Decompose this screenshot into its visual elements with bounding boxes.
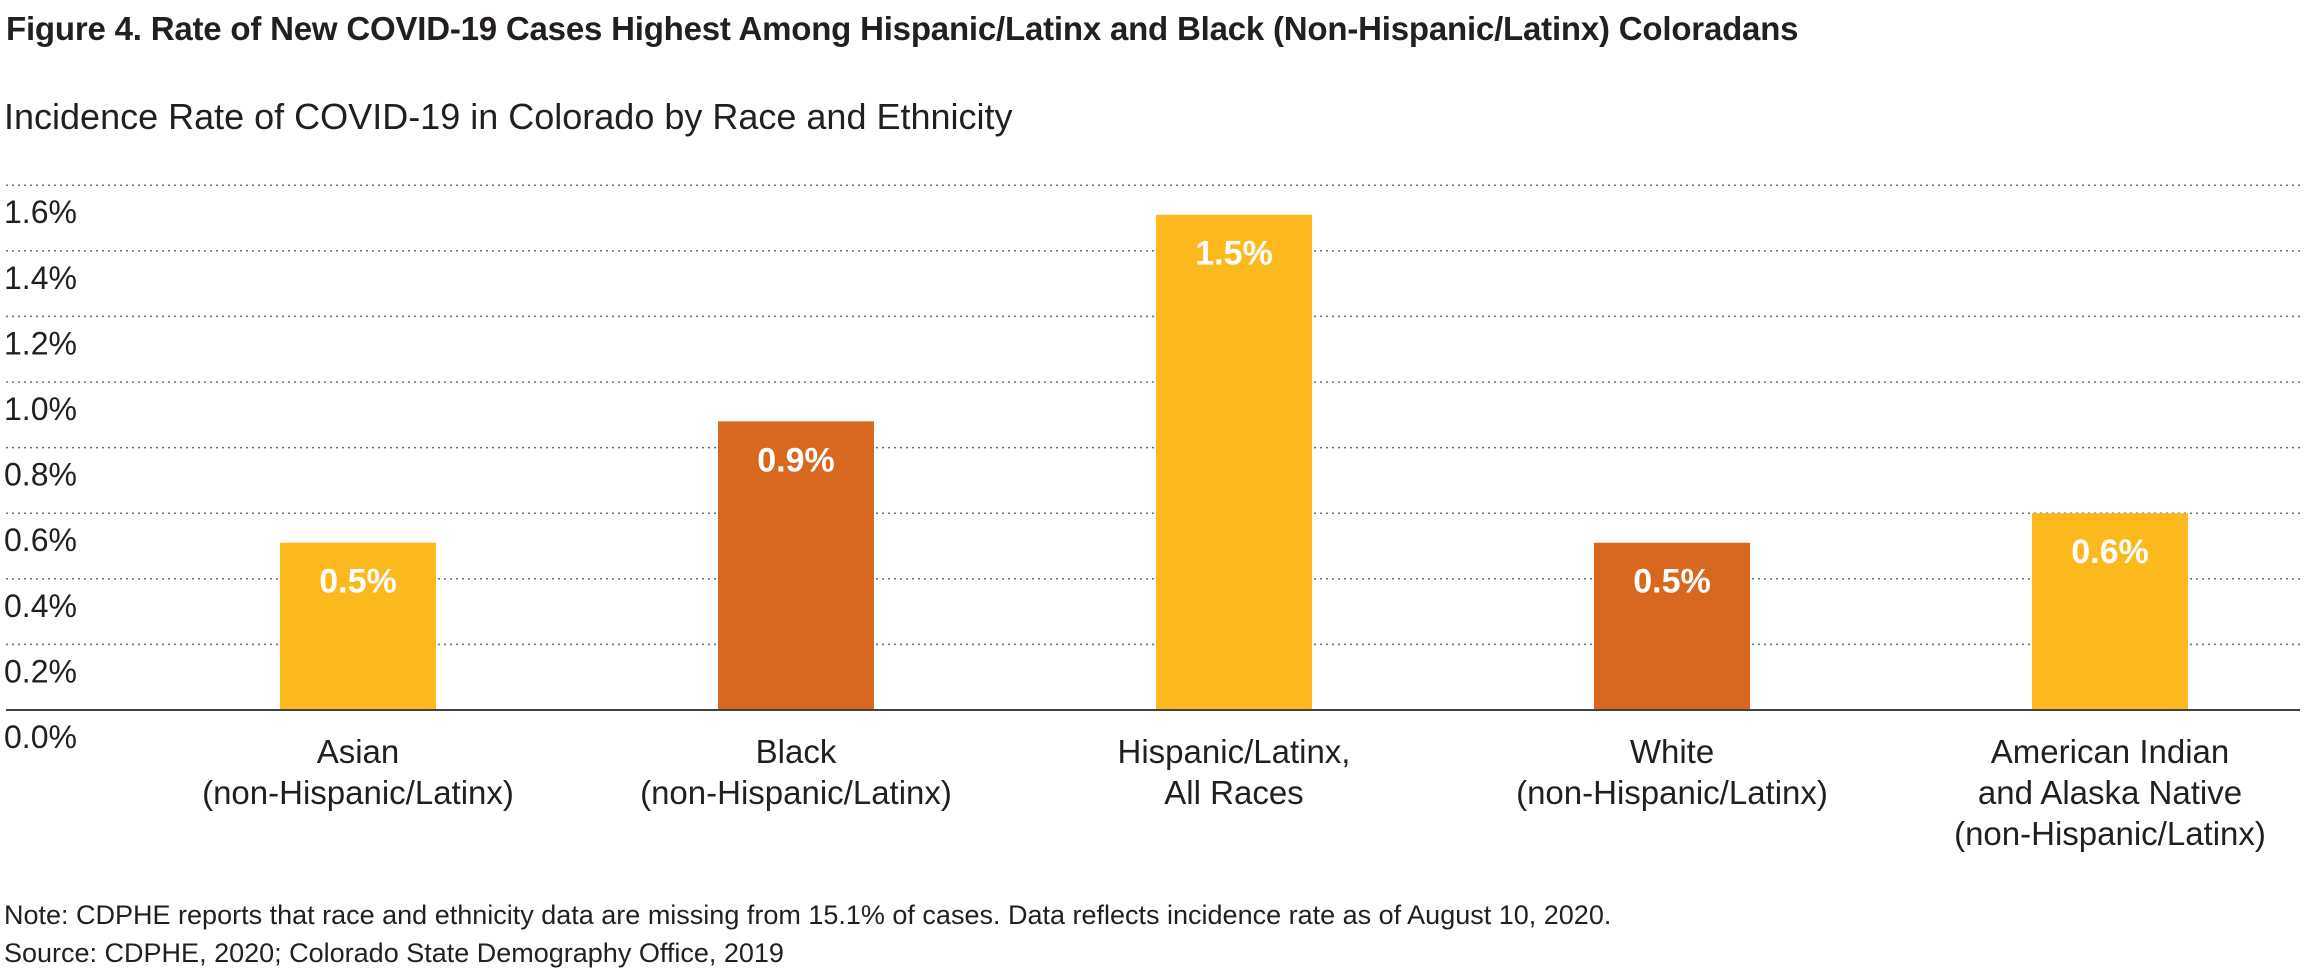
x-category-label-line: White: [1630, 733, 1714, 770]
bars: 0.5% 0.9% 1.5% 0.5% 0.6%: [280, 214, 2188, 710]
footnotes: Note: CDPHE reports that race and ethnic…: [4, 896, 1611, 972]
bar: [718, 421, 874, 710]
x-category-label-line: All Races: [1164, 774, 1303, 811]
bar: [280, 542, 436, 710]
x-category-label-line: (non-Hispanic/Latinx): [202, 774, 514, 811]
x-category-label-line: Asian: [317, 733, 400, 770]
bar: [1594, 542, 1750, 710]
x-category-label-line: (non-Hispanic/Latinx): [640, 774, 952, 811]
y-tick-label: 0.4%: [4, 588, 77, 624]
y-tick-label: 1.2%: [4, 325, 77, 361]
bar: [1156, 214, 1312, 710]
y-tick-label: 1.0%: [4, 391, 77, 427]
y-tick-label: 0.6%: [4, 522, 77, 558]
bar-data-label: 0.9%: [757, 441, 835, 479]
gridlines: [6, 184, 2300, 646]
x-category-label-line: and Alaska Native: [1978, 774, 2242, 811]
y-tick-label: 0.2%: [4, 653, 77, 689]
x-category-label: Black (non-Hispanic/Latinx): [640, 733, 952, 811]
bar-data-label: 1.5%: [1195, 235, 1273, 273]
x-category-label-line: Hispanic/Latinx,: [1118, 733, 1351, 770]
x-category-label-line: (non-Hispanic/Latinx): [1516, 774, 1828, 811]
x-category-label: Asian (non-Hispanic/Latinx): [202, 733, 514, 811]
y-tick-label: 1.6%: [4, 194, 77, 230]
note-text: Note: CDPHE reports that race and ethnic…: [4, 900, 1612, 930]
x-category-label: Hispanic/Latinx, All Races: [1118, 733, 1351, 811]
y-axis-tick-labels: 0.0% 0.2% 0.4% 0.6% 0.8% 1.0% 1.2% 1.4% 1.6%: [4, 194, 77, 755]
bar-data-label: 0.5%: [1633, 563, 1711, 601]
bar-data-label: 0.5%: [319, 563, 397, 601]
x-category-label: White (non-Hispanic/Latinx): [1516, 733, 1828, 811]
bar-chart: 0.0% 0.2% 0.4% 0.6% 0.8% 1.0% 1.2% 1.4% 1.6% 0.5…: [4, 184, 2300, 852]
bar: [2032, 513, 2188, 710]
y-tick-label: 0.8%: [4, 457, 77, 493]
bar-data-label: 0.6%: [2071, 533, 2149, 571]
x-category-label-line: Black: [756, 733, 837, 770]
x-category-label-line: American Indian: [1991, 733, 2229, 770]
x-category-label-line: (non-Hispanic/Latinx): [1954, 815, 2266, 852]
source-text: Source: CDPHE, 2020; Colorado State Demo…: [4, 938, 784, 968]
x-axis-category-labels: Asian (non-Hispanic/Latinx) Black (non-Hisp…: [202, 733, 2266, 852]
y-tick-label: 0.0%: [4, 719, 77, 755]
chart-subtitle: Incidence Rate of COVID-19 in Colorado b…: [4, 96, 1013, 137]
y-tick-label: 1.4%: [4, 260, 77, 296]
x-category-label: American Indian and Alaska Native (non-His…: [1954, 733, 2266, 852]
chart-title: Figure 4. Rate of New COVID-19 Cases Hig…: [6, 10, 1799, 47]
